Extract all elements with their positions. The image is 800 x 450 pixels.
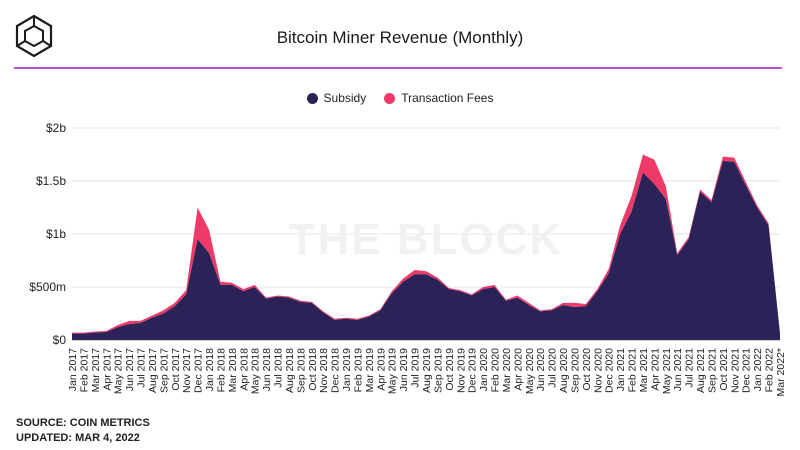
x-tick-label: Jun 2018 (261, 348, 273, 391)
chart-title: Bitcoin Miner Revenue (Monthly) (276, 28, 524, 47)
series-area-subsidy (72, 160, 780, 340)
x-tick-label: Jul 2021 (684, 348, 696, 388)
x-tick-label: Aug 2021 (695, 348, 707, 393)
x-tick-label: Jun 2019 (398, 348, 410, 391)
x-tick-label: Oct 2017 (170, 348, 182, 391)
x-tick-label: Nov 2019 (455, 348, 467, 393)
x-tick-label: May 2020 (524, 348, 536, 394)
y-tick-label: $2b (46, 121, 66, 135)
x-tick-label: Jan 2019 (341, 348, 353, 391)
x-tick-label: Jun 2020 (535, 348, 547, 391)
x-tick-label: Sep 2018 (295, 348, 307, 393)
x-tick-label: Jan 2022 (752, 348, 764, 391)
x-tick-label: Feb 2018 (215, 348, 227, 393)
x-tick-label: Oct 2018 (307, 348, 319, 391)
x-tick-label: Jul 2019 (410, 348, 422, 388)
watermark: THE BLOCK (289, 215, 564, 264)
the-block-logo-icon (15, 14, 53, 58)
x-tick-label: Dec 2018 (330, 348, 342, 393)
x-tick-label: Sep 2021 (706, 348, 718, 393)
x-tick-label: May 2019 (387, 348, 399, 394)
legend-item-subsidy: Subsidy (306, 91, 367, 105)
x-tick-label: Sep 2019 (432, 348, 444, 393)
x-tick-label: Jun 2017 (124, 348, 136, 391)
x-tick-label: Jul 2017 (136, 348, 148, 388)
x-tick-label: Jan 2017 (67, 348, 79, 391)
x-tick-label: Mar 2019 (364, 348, 376, 393)
x-tick-label: Mar 2017 (90, 348, 102, 393)
x-tick-label: May 2017 (113, 348, 125, 394)
title-divider (14, 67, 782, 69)
x-tick-label: Dec 2019 (467, 348, 479, 393)
x-tick-label: Sep 2020 (569, 348, 581, 393)
source-note: SOURCE: COIN METRICS UPDATED: MAR 4, 202… (16, 416, 150, 446)
x-tick-label: Nov 2018 (318, 348, 330, 393)
x-tick-label: Mar 2018 (227, 348, 239, 393)
legend-label-fees: Transaction Fees (401, 91, 494, 105)
updated-text: UPDATED: MAR 4, 2022 (16, 432, 140, 444)
series-area-transaction-fees (72, 154, 780, 334)
x-tick-label: Aug 2019 (421, 348, 433, 393)
x-tick-label: Feb 2017 (78, 348, 90, 393)
x-tick-label: Jun 2021 (672, 348, 684, 391)
x-tick-label: Oct 2020 (581, 348, 593, 391)
y-tick-label: $1.5b (36, 174, 66, 188)
y-tick-label: $1b (46, 227, 66, 241)
x-tick-label: Jul 2018 (273, 348, 285, 388)
source-text: SOURCE: COIN METRICS (16, 417, 150, 429)
chart-legend: Subsidy Transaction Fees (0, 91, 800, 105)
x-tick-label: Mar 2020 (501, 348, 513, 393)
y-tick-label: $0 (53, 333, 67, 347)
x-tick-label: Jan 2018 (204, 348, 216, 391)
legend-swatch-fees (384, 92, 396, 104)
legend-item-fees: Transaction Fees (384, 91, 493, 105)
x-tick-label: Aug 2017 (147, 348, 159, 393)
x-tick-label: Dec 2017 (193, 348, 205, 393)
x-tick-label: Dec 2020 (604, 348, 616, 393)
x-tick-label: Aug 2018 (284, 348, 296, 393)
x-tick-label: Feb 2019 (352, 348, 364, 393)
x-tick-label: Apr 2017 (101, 348, 113, 391)
x-tick-label: Feb 2021 (627, 348, 639, 393)
legend-swatch-subsidy (306, 92, 318, 104)
x-tick-label: Dec 2021 (741, 348, 753, 393)
legend-label-subsidy: Subsidy (323, 91, 367, 105)
x-tick-label: Oct 2019 (444, 348, 456, 391)
x-tick-label: Oct 2021 (718, 348, 730, 391)
x-tick-label: May 2018 (250, 348, 262, 394)
x-tick-label: Apr 2019 (375, 348, 387, 391)
x-tick-label: Apr 2021 (649, 348, 661, 391)
x-tick-label: Feb 2022 (764, 348, 776, 393)
x-tick-label: Nov 2020 (592, 348, 604, 393)
x-tick-label: Jan 2020 (478, 348, 490, 391)
x-tick-label: Sep 2017 (158, 348, 170, 393)
x-tick-label: Apr 2020 (512, 348, 524, 391)
x-tick-label: Jul 2020 (547, 348, 559, 388)
x-tick-label: Mar 2022* (775, 348, 787, 396)
x-tick-label: Apr 2018 (238, 348, 250, 391)
x-tick-label: Nov 2021 (729, 348, 741, 393)
x-tick-label: May 2021 (661, 348, 673, 394)
x-tick-label: Feb 2020 (490, 348, 502, 393)
x-tick-label: Mar 2021 (638, 348, 650, 393)
y-tick-label: $500m (29, 280, 66, 294)
x-tick-label: Aug 2020 (558, 348, 570, 393)
x-tick-label: Jan 2021 (615, 348, 627, 391)
x-tick-label: Nov 2017 (181, 348, 193, 393)
